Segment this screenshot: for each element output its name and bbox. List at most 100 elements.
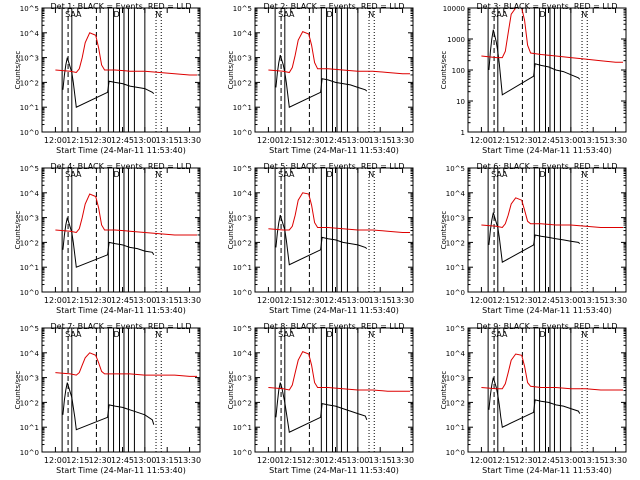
x-tick-label: 13:30 bbox=[178, 296, 201, 305]
plot-frame bbox=[467, 167, 627, 293]
x-axis-label: Start Time (24-Mar-11 11:53:40) bbox=[482, 466, 612, 475]
x-tick-label: 12:45 bbox=[111, 136, 134, 145]
y-tick-label: 1000 bbox=[447, 36, 465, 44]
x-axis-label: Start Time (24-Mar-11 11:53:40) bbox=[482, 146, 612, 155]
annotation-label: D bbox=[113, 10, 119, 19]
x-tick-label: 13:30 bbox=[604, 456, 627, 465]
y-axis-label: Counts/sec bbox=[227, 371, 235, 410]
annotation-label: N bbox=[155, 170, 161, 179]
panel-title: Det 8: BLACK = Events, RED = LLD bbox=[264, 322, 405, 331]
annotation-label: SAA bbox=[65, 10, 82, 19]
x-tick-label: 13:30 bbox=[391, 296, 414, 305]
plot-frame bbox=[41, 167, 201, 293]
series-events-line bbox=[275, 382, 368, 433]
panel-det-8: 12:00 12:15 12:30 12:45 13:00 13:15 13:30 10^0 1… bbox=[227, 322, 414, 475]
annotation-label: SAA bbox=[491, 330, 508, 339]
y-tick-label: 10^3 bbox=[233, 55, 252, 63]
marker-lines bbox=[274, 328, 375, 452]
annotation-label: D bbox=[539, 330, 545, 339]
panel-title: Det 9: BLACK = Events, RED = LLD bbox=[477, 322, 618, 331]
annotation-label: N bbox=[368, 10, 374, 19]
y-tick-label: 10^3 bbox=[446, 375, 465, 383]
x-tick-label: 13:30 bbox=[178, 456, 201, 465]
y-tick-label: 10^2 bbox=[20, 79, 39, 87]
y-tick-label: 10 bbox=[456, 98, 465, 106]
y-tick-label: 10^1 bbox=[233, 264, 252, 272]
x-tick-label: 13:00 bbox=[346, 136, 369, 145]
y-tick-label: 10^4 bbox=[20, 30, 40, 38]
panel-title: Det 1: BLACK = Events, RED = LLD bbox=[51, 2, 192, 11]
x-axis-label: Start Time (24-Mar-11 11:53:40) bbox=[269, 466, 399, 475]
y-axis-label: Counts/sec bbox=[227, 211, 235, 250]
x-tick-label: 13:00 bbox=[346, 456, 369, 465]
y-tick-label: 10^2 bbox=[233, 79, 252, 87]
series-lld-line bbox=[55, 352, 197, 377]
panel-det-7: 12:00 12:15 12:30 12:45 13:00 13:15 13:30 10^0 1… bbox=[14, 322, 201, 475]
x-tick-label: 12:00 bbox=[44, 136, 67, 145]
series-lld-line bbox=[268, 350, 410, 392]
x-tick-label: 13:30 bbox=[178, 136, 201, 145]
annotation-label: SAA bbox=[65, 330, 82, 339]
x-tick-label: 13:15 bbox=[156, 296, 179, 305]
y-tick-label: 10^2 bbox=[233, 399, 252, 407]
x-tick-label: 12:30 bbox=[515, 456, 538, 465]
annotation-label: N bbox=[581, 170, 587, 179]
y-tick-label: 10^5 bbox=[20, 5, 39, 13]
series-events-line bbox=[62, 57, 155, 108]
y-tick-label: 10^4 bbox=[446, 190, 466, 198]
x-tick-label: 12:15 bbox=[279, 456, 302, 465]
y-tick-label: 10^5 bbox=[20, 325, 39, 333]
x-tick-label: 12:45 bbox=[111, 456, 134, 465]
x-tick-label: 12:45 bbox=[111, 296, 134, 305]
x-tick-label: 13:30 bbox=[604, 136, 627, 145]
panel-title: Det 6: BLACK = Events, RED = LLD bbox=[477, 162, 618, 171]
y-tick-label: 10^1 bbox=[20, 104, 39, 112]
annotation-label: SAA bbox=[491, 10, 508, 19]
plot-frame bbox=[254, 327, 414, 453]
y-tick-label: 10^5 bbox=[233, 325, 252, 333]
panel-title: Det 7: BLACK = Events, RED = LLD bbox=[51, 322, 192, 331]
annotation-label: SAA bbox=[491, 170, 508, 179]
series-events-line bbox=[275, 214, 368, 266]
series-lld-line bbox=[55, 193, 197, 236]
panel-det-1: 12:00 12:15 12:30 12:45 13:00 13:15 13:30 10^0 1… bbox=[14, 2, 201, 155]
y-tick-label: 10^3 bbox=[20, 375, 39, 383]
annotation-label: SAA bbox=[278, 330, 295, 339]
y-tick-label: 10^3 bbox=[233, 215, 252, 223]
series-events-line bbox=[62, 217, 155, 268]
y-tick-label: 10^5 bbox=[446, 165, 465, 173]
panel-det-5: 12:00 12:15 12:30 12:45 13:00 13:15 13:30 10^0 1… bbox=[227, 162, 414, 315]
y-tick-label: 10^1 bbox=[233, 104, 252, 112]
x-tick-label: 12:15 bbox=[279, 296, 302, 305]
x-axis-label: Start Time (24-Mar-11 11:53:40) bbox=[56, 466, 186, 475]
x-tick-label: 13:30 bbox=[391, 456, 414, 465]
x-tick-label: 13:15 bbox=[582, 136, 605, 145]
x-tick-label: 13:00 bbox=[133, 456, 156, 465]
annotation-label: N bbox=[368, 330, 374, 339]
x-tick-label: 12:30 bbox=[89, 296, 112, 305]
panel-det-6: 12:00 12:15 12:30 12:45 13:00 13:15 13:30 10^0 1… bbox=[440, 162, 627, 315]
panel-det-4: 12:00 12:15 12:30 12:45 13:00 13:15 13:30 10^0 1… bbox=[14, 162, 201, 315]
x-tick-label: 12:00 bbox=[257, 456, 280, 465]
x-tick-label: 13:00 bbox=[559, 456, 582, 465]
annotation-label: N bbox=[581, 10, 587, 19]
x-tick-label: 12:30 bbox=[302, 136, 325, 145]
x-tick-label: 12:30 bbox=[302, 296, 325, 305]
x-tick-label: 13:15 bbox=[582, 296, 605, 305]
x-tick-label: 13:00 bbox=[559, 136, 582, 145]
y-tick-label: 10^5 bbox=[446, 325, 465, 333]
series-events-line bbox=[488, 212, 581, 263]
marker-lines bbox=[487, 328, 588, 452]
y-tick-label: 10000 bbox=[443, 5, 465, 13]
y-tick-label: 10^2 bbox=[446, 239, 465, 247]
annotation-label: N bbox=[155, 10, 161, 19]
series-lld-line bbox=[268, 30, 410, 75]
y-axis-label: Counts/sec bbox=[14, 51, 22, 90]
x-tick-label: 13:00 bbox=[133, 136, 156, 145]
y-tick-label: 10^5 bbox=[20, 165, 39, 173]
annotation-label: N bbox=[155, 330, 161, 339]
y-tick-label: 10^2 bbox=[20, 239, 39, 247]
y-tick-label: 10^4 bbox=[446, 350, 466, 358]
series-lld-line bbox=[481, 8, 623, 63]
